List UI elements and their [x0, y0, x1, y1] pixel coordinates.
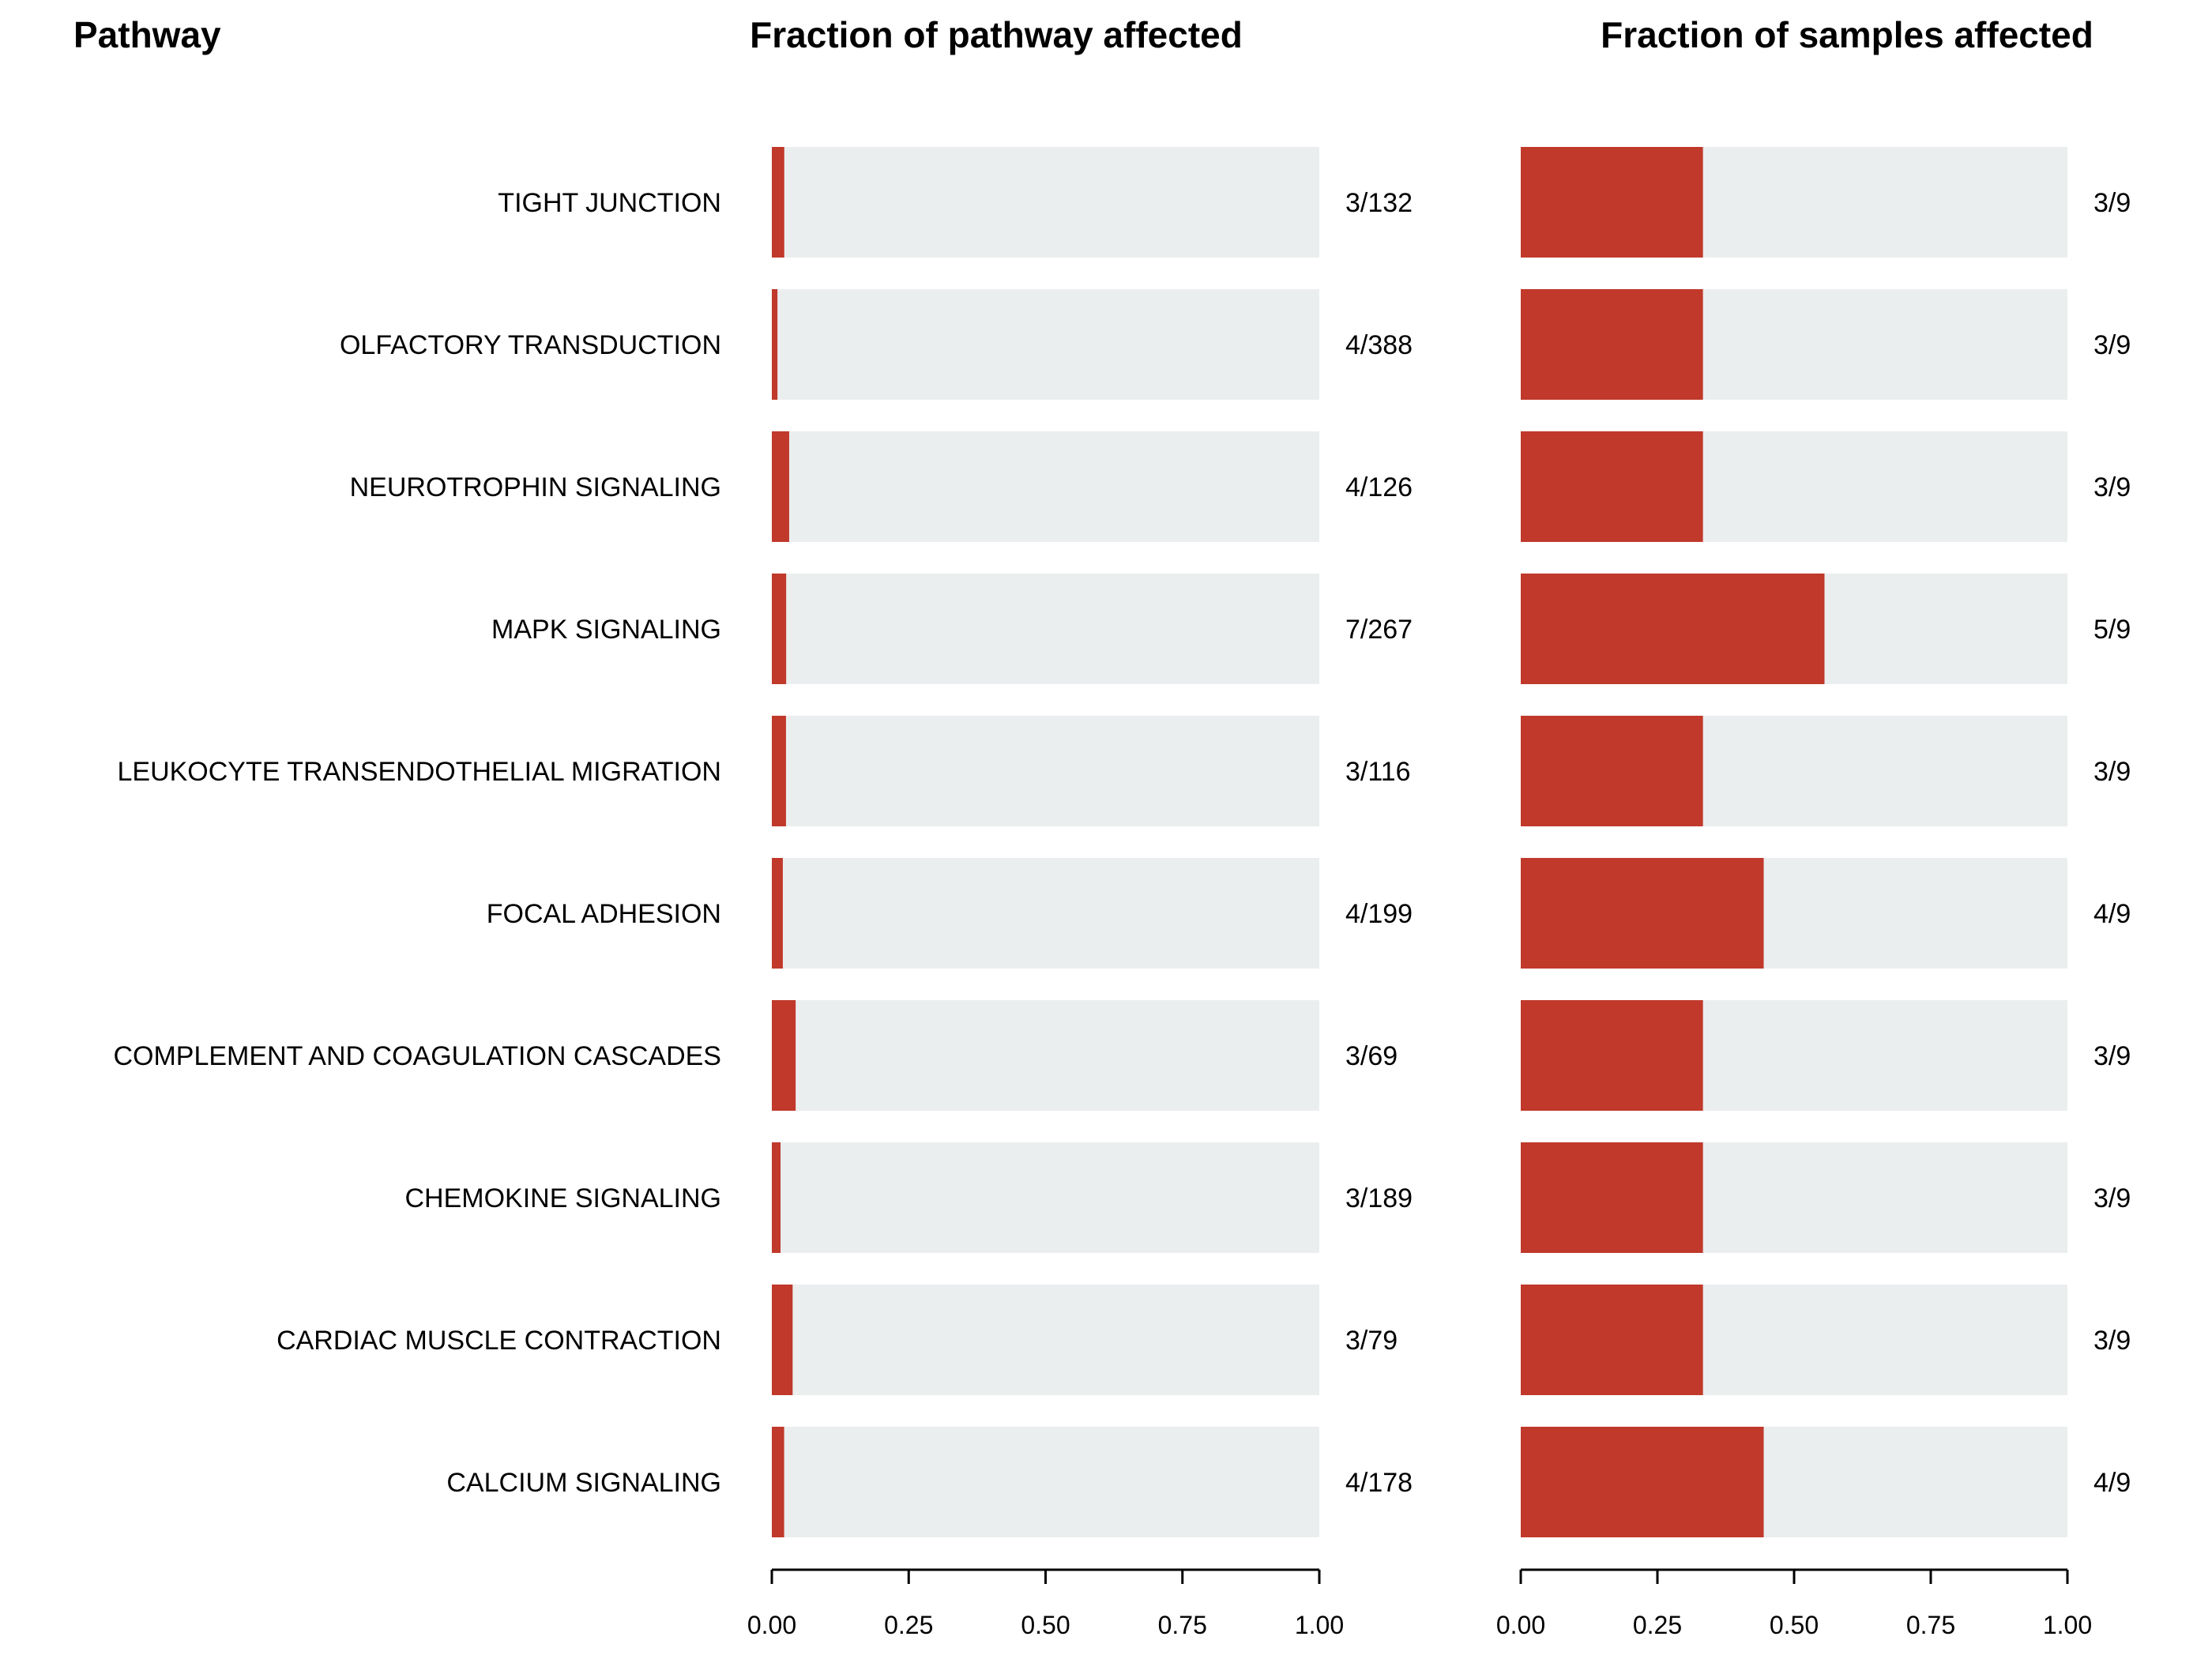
x-axes: 0.00 0.25 0.50 0.75 1.00 0.00 0.25 0.50 0.75 1.00 — [747, 1568, 2092, 1639]
left-fraction-label: 3/189 — [1345, 1183, 1413, 1213]
right-tick-label: 1.00 — [2043, 1611, 2092, 1639]
left-bar-background — [772, 1142, 1319, 1253]
left-panel-title: Fraction of pathway affected — [750, 14, 1243, 55]
chart-row: CHEMOKINE SIGNALING 3/189 3/9 — [404, 1142, 2131, 1253]
left-fraction-label: 4/126 — [1345, 472, 1413, 502]
pathway-label: COMPLEMENT AND COAGULATION CASCADES — [113, 1041, 721, 1071]
pathway-label: OLFACTORY TRANSDUCTION — [340, 330, 721, 360]
left-bar — [772, 574, 787, 684]
right-bar — [1521, 431, 1703, 542]
left-bar — [772, 1427, 784, 1537]
right-fraction-label: 3/9 — [2094, 472, 2131, 502]
right-fraction-label: 3/9 — [2094, 757, 2131, 787]
right-fraction-label: 4/9 — [2094, 899, 2131, 929]
right-fraction-label: 3/9 — [2094, 1183, 2131, 1213]
left-x-axis: 0.00 0.25 0.50 0.75 1.00 — [747, 1568, 1344, 1639]
left-tick-label: 1.00 — [1295, 1611, 1344, 1639]
right-tick-label: 0.75 — [1906, 1611, 1955, 1639]
left-tick-label: 0.00 — [747, 1611, 796, 1639]
chart-row: NEUROTROPHIN SIGNALING 4/126 3/9 — [350, 431, 2131, 542]
right-fraction-label: 3/9 — [2094, 1041, 2131, 1071]
left-bar-background — [772, 1285, 1319, 1395]
right-fraction-label: 3/9 — [2094, 1326, 2131, 1356]
right-tick-label: 0.25 — [1633, 1611, 1682, 1639]
left-fraction-label: 4/178 — [1345, 1468, 1413, 1498]
left-bar — [772, 1000, 796, 1111]
right-tick-label: 0.00 — [1496, 1611, 1545, 1639]
chart-row: FOCAL ADHESION 4/199 4/9 — [487, 858, 2131, 969]
left-bar — [772, 289, 778, 400]
left-bar-background — [772, 431, 1319, 542]
left-bar-background — [772, 716, 1319, 826]
left-bar — [772, 858, 783, 969]
left-bar-background — [772, 574, 1319, 684]
right-bar — [1521, 1000, 1703, 1111]
right-bar — [1521, 716, 1703, 826]
chart-row: TIGHT JUNCTION 3/132 3/9 — [498, 147, 2131, 258]
right-bar — [1521, 1142, 1703, 1253]
left-bar — [772, 431, 789, 542]
left-bar-background — [772, 147, 1319, 258]
left-fraction-label: 7/267 — [1345, 615, 1413, 645]
right-panel-title: Fraction of samples affected — [1601, 14, 2094, 55]
pathway-label: TIGHT JUNCTION — [498, 188, 721, 218]
pathway-header: Pathway — [73, 14, 221, 55]
chart-row: MAPK SIGNALING 7/267 5/9 — [491, 574, 2131, 684]
pathway-label: CARDIAC MUSCLE CONTRACTION — [276, 1326, 721, 1356]
chart-row: OLFACTORY TRANSDUCTION 4/388 3/9 — [340, 289, 2131, 400]
left-bar-background — [772, 1427, 1319, 1537]
right-fraction-label: 5/9 — [2094, 615, 2131, 645]
pathway-label: LEUKOCYTE TRANSENDOTHELIAL MIGRATION — [117, 757, 721, 787]
left-fraction-label: 3/116 — [1345, 757, 1411, 787]
left-fraction-label: 4/388 — [1345, 330, 1413, 360]
right-tick-label: 0.50 — [1770, 1611, 1819, 1639]
pathway-label: NEUROTROPHIN SIGNALING — [350, 472, 721, 502]
right-bar — [1521, 1427, 1764, 1537]
right-fraction-label: 4/9 — [2094, 1468, 2131, 1498]
chart-row: COMPLEMENT AND COAGULATION CASCADES 3/69 3… — [113, 1000, 2131, 1111]
pathway-label: FOCAL ADHESION — [487, 899, 721, 929]
pathway-label: CALCIUM SIGNALING — [446, 1468, 721, 1498]
left-fraction-label: 3/69 — [1345, 1041, 1398, 1071]
left-tick-label: 0.75 — [1158, 1611, 1207, 1639]
pathway-label: MAPK SIGNALING — [491, 615, 721, 645]
left-tick-label: 0.25 — [884, 1611, 933, 1639]
left-bar-background — [772, 289, 1319, 400]
left-bar — [772, 716, 786, 826]
chart-row: CARDIAC MUSCLE CONTRACTION 3/79 3/9 — [276, 1285, 2131, 1395]
left-bar-background — [772, 1000, 1319, 1111]
chart-row: CALCIUM SIGNALING 4/178 4/9 — [446, 1427, 2131, 1537]
left-tick-label: 0.50 — [1021, 1611, 1070, 1639]
left-fraction-label: 3/132 — [1345, 188, 1413, 218]
left-bar — [772, 147, 784, 258]
right-x-axis: 0.00 0.25 0.50 0.75 1.00 — [1496, 1568, 2092, 1639]
right-fraction-label: 3/9 — [2094, 188, 2131, 218]
left-bar — [772, 1142, 781, 1253]
right-bar — [1521, 147, 1703, 258]
left-bar-background — [772, 858, 1319, 969]
left-bar — [772, 1285, 793, 1395]
left-fraction-label: 4/199 — [1345, 899, 1413, 929]
right-bar — [1521, 574, 1825, 684]
chart-row: LEUKOCYTE TRANSENDOTHELIAL MIGRATION 3/11… — [117, 716, 2131, 826]
right-bar — [1521, 1285, 1703, 1395]
pathway-label: CHEMOKINE SIGNALING — [404, 1183, 721, 1213]
right-fraction-label: 3/9 — [2094, 330, 2131, 360]
right-bar — [1521, 289, 1703, 400]
right-bar — [1521, 858, 1764, 969]
left-fraction-label: 3/79 — [1345, 1326, 1398, 1356]
